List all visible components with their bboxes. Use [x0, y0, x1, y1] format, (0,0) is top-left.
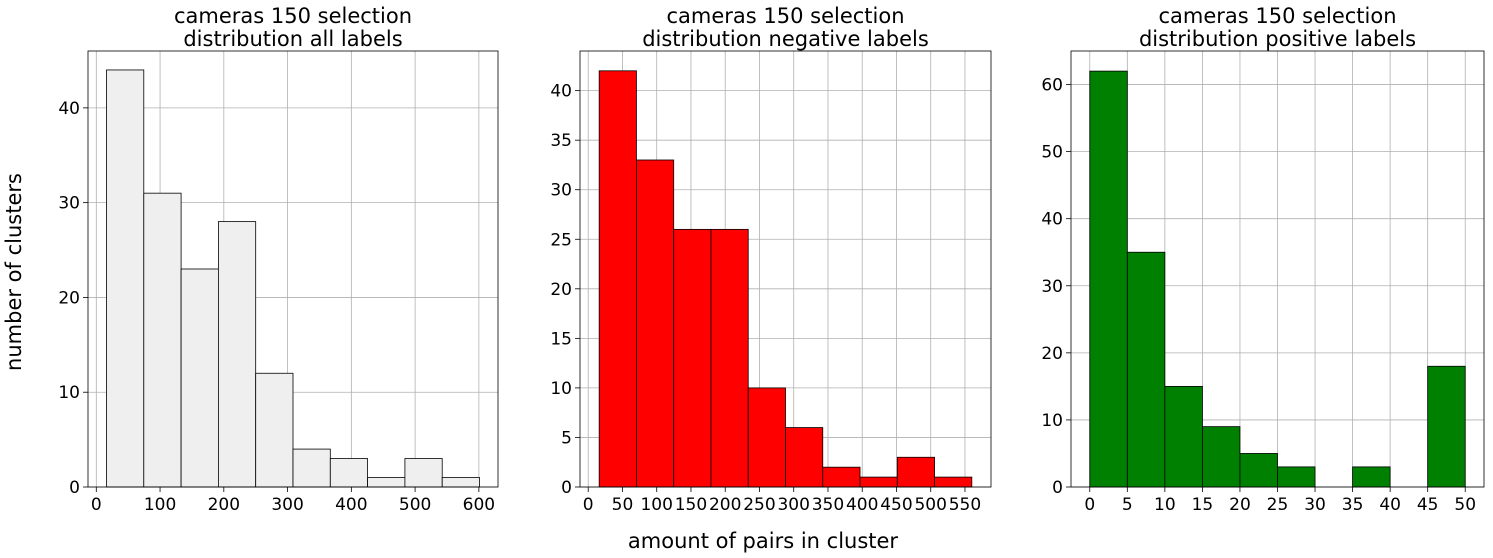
histogram-bar	[1126, 251, 1166, 488]
x-tick-label: 350	[812, 495, 844, 515]
x-tick-label: 300	[777, 495, 809, 515]
x-tick-label: 30	[1304, 495, 1326, 515]
x-tick-label: 50	[612, 495, 634, 515]
x-tick-label: 10	[1154, 495, 1176, 515]
histogram-bar	[292, 448, 331, 488]
histogram-bar	[180, 268, 219, 488]
histogram-bar	[710, 228, 749, 488]
histogram-bar	[441, 477, 480, 488]
x-tick-label: 450	[880, 495, 912, 515]
x-tick-label: 100	[640, 495, 672, 515]
y-tick-label: 20	[550, 280, 572, 300]
histogram-bar	[747, 387, 786, 488]
y-tick-label: 0	[1052, 478, 1063, 498]
y-tick-label: 35	[550, 131, 572, 151]
x-tick-label: 5	[1122, 495, 1133, 515]
subplot-title-line-1: cameras 150 selection	[1158, 4, 1396, 28]
histogram-bar	[896, 456, 935, 488]
histogram-bar	[1427, 365, 1466, 488]
x-tick-label: 600	[463, 495, 495, 515]
subplot-3: 0 5 10 15 20 25 30 35 40 45 50 0 10 20 30 40 50 60 cameras…	[1041, 4, 1485, 515]
x-tick-label: 300	[271, 495, 303, 515]
histogram-bar	[1277, 466, 1316, 488]
x-tick-label: 25	[1267, 495, 1289, 515]
histogram-bar	[367, 477, 406, 488]
y-tick-label: 40	[58, 99, 80, 119]
histogram-bar	[859, 476, 898, 488]
subplot-1: 0 100 200 300 400 500 600 0 10 20 30 40 cameras 150 …	[58, 4, 499, 515]
x-tick-label: 45	[1417, 495, 1439, 515]
y-tick-label: 40	[1041, 210, 1063, 230]
histogram-bar	[934, 476, 973, 488]
histogram-bar	[1202, 426, 1241, 488]
histogram-bar	[255, 372, 294, 488]
subplot-title-line-2: distribution positive labels	[1139, 27, 1416, 51]
subplot-title-line-2: distribution negative labels	[642, 27, 929, 51]
subplot-2: 0 50 100 150 200 250 300 350 400 450 500 550 0 5 10 15 2…	[550, 4, 992, 515]
x-tick-label: 0	[91, 495, 102, 515]
figure-xlabel: amount of pairs in cluster	[628, 529, 899, 553]
y-tick-label: 15	[550, 329, 572, 349]
figure-ylabel: number of clusters	[2, 173, 26, 371]
histogram-bar	[217, 221, 257, 488]
y-tick-label: 30	[58, 194, 80, 214]
x-tick-label: 50	[1454, 495, 1476, 515]
histogram-bar	[636, 159, 675, 488]
y-tick-label: 10	[1041, 411, 1063, 431]
x-tick-label: 15	[1192, 495, 1214, 515]
histogram-bar	[673, 228, 712, 488]
y-tick-label: 0	[69, 478, 80, 498]
y-tick-label: 0	[561, 478, 572, 498]
histogram-bar	[1352, 466, 1391, 488]
x-tick-label: 500	[914, 495, 946, 515]
x-tick-label: 100	[144, 495, 176, 515]
subplot-title-line-1: cameras 150 selection	[174, 4, 412, 28]
x-tick-label: 400	[846, 495, 878, 515]
x-tick-label: 400	[335, 495, 367, 515]
y-tick-label: 10	[58, 383, 80, 403]
x-tick-label: 250	[743, 495, 775, 515]
x-tick-label: 200	[208, 495, 240, 515]
y-tick-label: 10	[550, 379, 572, 399]
histogram-bar	[1239, 453, 1278, 488]
histogram-bar	[106, 69, 145, 488]
x-tick-label: 550	[949, 495, 981, 515]
histogram-bar	[822, 466, 861, 488]
axes-frame	[579, 50, 992, 488]
histogram-bar	[1164, 385, 1203, 488]
histogram-bar	[598, 70, 637, 488]
histogram-bar	[785, 427, 824, 488]
x-tick-label: 35	[1342, 495, 1364, 515]
y-tick-label: 50	[1041, 143, 1063, 163]
histogram-bar	[404, 458, 443, 488]
axes-frame	[87, 50, 499, 488]
x-tick-label: 150	[675, 495, 707, 515]
y-tick-label: 25	[550, 230, 572, 250]
x-tick-label: 0	[1084, 495, 1095, 515]
x-tick-label: 20	[1229, 495, 1251, 515]
y-tick-label: 20	[58, 288, 80, 308]
x-tick-label: 200	[709, 495, 741, 515]
y-tick-label: 60	[1041, 76, 1063, 96]
y-tick-label: 30	[550, 181, 572, 201]
y-tick-label: 20	[1041, 344, 1063, 364]
subplot-title-line-2: distribution all labels	[183, 27, 402, 51]
y-tick-label: 5	[561, 428, 572, 448]
y-tick-label: 40	[550, 82, 572, 102]
histogram-bar	[143, 192, 182, 488]
histogram-bar	[329, 458, 369, 488]
histogram-bar	[1089, 70, 1128, 488]
x-tick-label: 40	[1379, 495, 1401, 515]
y-tick-label: 30	[1041, 277, 1063, 297]
x-tick-label: 0	[583, 495, 594, 515]
x-tick-label: 500	[399, 495, 431, 515]
subplot-title-line-1: cameras 150 selection	[666, 4, 904, 28]
